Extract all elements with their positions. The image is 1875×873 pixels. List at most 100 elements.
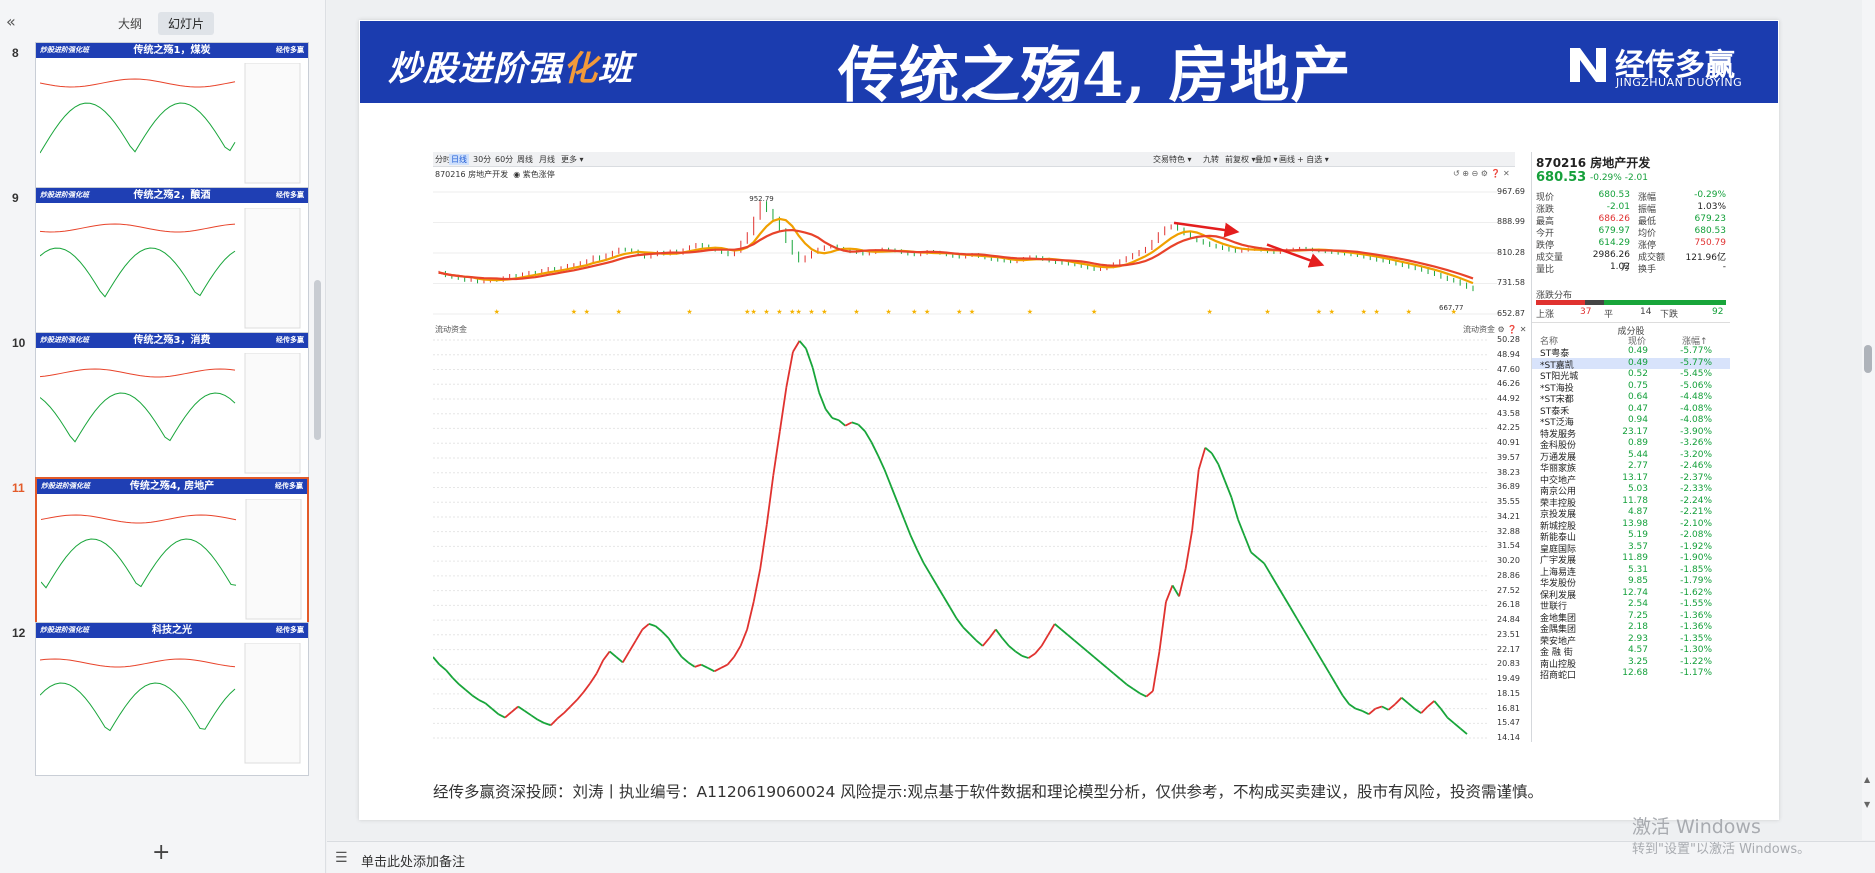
constituent-row[interactable]: 上海易连 5.31 -1.85% [1532, 565, 1730, 578]
slide-thumbnail[interactable]: 8 炒股进阶强化班 传统之殇1，煤炭 经传多赢 [0, 42, 316, 202]
constituent-row[interactable]: 金地集团 7.25 -1.36% [1532, 611, 1730, 624]
toolbar-item[interactable]: 画线 [1279, 155, 1295, 164]
slide-thumbnail-card[interactable]: 炒股进阶强化班 科技之光 经传多赢 [35, 622, 309, 776]
constituent-row[interactable]: ST粤泰 0.49 -5.77% [1532, 346, 1730, 359]
collapse-sidebar-icon[interactable]: « [6, 12, 16, 31]
toolbar-item[interactable]: 九转 [1203, 155, 1219, 164]
toolbar-item[interactable]: 月线 [539, 155, 555, 164]
quote-row: 跌停 614.29 涨停 750.79 [1532, 238, 1730, 251]
constituent-row[interactable]: ST泰禾 0.47 -4.08% [1532, 404, 1730, 417]
toolbar-item[interactable]: 分时 ▾ [435, 155, 458, 164]
constituent-row[interactable]: 中交地产 13.17 -2.37% [1532, 473, 1730, 486]
toolbar-item[interactable]: 日线 [449, 154, 469, 165]
slide-banner: 炒股进阶强化班 传统之殇4, 房地产 经传多赢 JINGZHUAN DUOYIN… [360, 21, 1778, 111]
constituent-row[interactable]: 招商蛇口 12.68 -1.17% [1532, 668, 1730, 681]
constituent-row[interactable]: 世联行 2.54 -1.55% [1532, 599, 1730, 612]
slide-thumbnail[interactable]: 9 炒股进阶强化班 传统之殇2，酿酒 经传多赢 [0, 187, 316, 347]
slide-thumbnail-card[interactable]: 炒股进阶强化班 传统之殇3，消费 经传多赢 [35, 332, 309, 486]
toolbar-item[interactable]: 30分 [473, 155, 492, 164]
col-pct[interactable]: 涨幅↑ [1682, 337, 1708, 347]
constituent-row[interactable]: 荣安地产 2.93 -1.35% [1532, 634, 1730, 647]
constituent-row[interactable]: 金隅集团 2.18 -1.36% [1532, 622, 1730, 635]
constituent-row[interactable]: ST阳光城 0.52 -5.45% [1532, 369, 1730, 382]
slide-sidebar: « 大纲 幻灯片 8 炒股进阶强化班 传统之殇1，煤炭 经传多赢 9 炒股进阶强化班 传统之… [0, 0, 326, 873]
constituent-row[interactable]: 特发服务 23.17 -3.90% [1532, 427, 1730, 440]
flow-segment [556, 712, 565, 720]
constituent-row[interactable]: 广宇发展 11.89 -1.90% [1532, 553, 1730, 566]
constituent-row[interactable]: 万通发展 5.44 -3.20% [1532, 450, 1730, 463]
toolbar-item[interactable]: 周线 [517, 155, 533, 164]
slide-thumbnail-card[interactable]: 炒股进阶强化班 传统之殇2，酿酒 经传多赢 [35, 187, 309, 341]
constituent-row[interactable]: 新城控股 13.98 -2.10% [1532, 519, 1730, 532]
flow-segment [1341, 694, 1350, 705]
current-slide[interactable]: 炒股进阶强化班 传统之殇4, 房地产 经传多赢 JINGZHUAN DUOYIN… [359, 20, 1779, 820]
thumbnail-chart-preview [40, 643, 301, 764]
slide-thumbnail-card[interactable]: 炒股进阶强化班 传统之殇4, 房地产 经传多赢 [35, 477, 309, 631]
flow-segment [458, 683, 467, 691]
thumbnail-price-line [40, 78, 236, 88]
notes-bar[interactable]: ☰ 单击此处添加备注 [327, 841, 1875, 873]
constituent-row[interactable]: 金 融 街 4.57 -1.30% [1532, 645, 1730, 658]
slide-thumbnail[interactable]: 12 炒股进阶强化班 科技之光 经传多赢 [0, 622, 316, 782]
toolbar-item[interactable]: 交易特色 ▾ [1153, 155, 1192, 164]
flow-segment [739, 629, 748, 647]
thumbnail-price-line [40, 223, 236, 233]
limit-up-toggle[interactable]: ◉ 紫色涨停 [513, 170, 555, 179]
constituent-row[interactable]: 荣丰控股 11.78 -2.24% [1532, 496, 1730, 509]
flow-chart-controls[interactable]: 流动资金 ⚙ ❓ ✕ [1463, 325, 1527, 334]
constituent-row[interactable]: 华丽家族 2.77 -2.46% [1532, 461, 1730, 474]
toolbar-item[interactable]: 更多 ▾ [561, 155, 584, 164]
flow-segment [968, 633, 977, 642]
flow-axis-tick: 28.86 [1497, 570, 1520, 580]
flow-segment [1387, 703, 1396, 711]
scrollbar-thumb[interactable] [1864, 345, 1872, 373]
constituent-row[interactable]: 保利发展 12.74 -1.62% [1532, 588, 1730, 601]
constituent-change: -1.36% [1680, 622, 1712, 632]
flow-segment [1381, 705, 1389, 711]
toolbar-item[interactable]: 前复权 ▾ [1225, 155, 1256, 164]
stock-chart-screenshot[interactable]: 分时 ▾ 日线 30分 60分 周线 月线 更多 ▾ 交易特色 ▾ 九转 前复权 ▾ 叠加 ▾ 画线 +… [433, 152, 1730, 742]
thumbnail-banner: 炒股进阶强化班 传统之殇4, 房地产 经传多赢 [37, 479, 307, 494]
constituent-row[interactable]: 金科股份 0.89 -3.26% [1532, 438, 1730, 451]
flow-segment [707, 667, 715, 673]
flow-axis-tick: 31.54 [1497, 541, 1520, 551]
slide-title[interactable]: 传统之殇4, 房地产 [838, 41, 1352, 111]
constituent-price: 0.89 [1627, 438, 1648, 448]
signal-star: ★ [853, 308, 859, 316]
notes-placeholder[interactable]: 单击此处添加备注 [361, 855, 466, 870]
constituent-row[interactable]: *ST嘉凯 0.49 -5.77% [1532, 357, 1730, 371]
flow-segment [1080, 645, 1089, 653]
toolbar-item[interactable]: 60分 [495, 155, 514, 164]
scroll-down-icon[interactable]: ▼ [1864, 800, 1871, 809]
add-slide-button[interactable]: + [152, 840, 171, 865]
constituent-price: 4.87 [1627, 507, 1648, 517]
editor-scrollbar[interactable]: ▲ ▼ [1862, 0, 1875, 840]
flow-segment [667, 637, 676, 649]
flow-segment [1309, 639, 1318, 652]
constituent-row[interactable]: 京投发展 4.87 -2.21% [1532, 507, 1730, 520]
sidebar-scrollbar[interactable] [314, 280, 321, 440]
tab-outline[interactable]: 大纲 [118, 17, 143, 31]
constituent-row[interactable]: 新能泰山 5.19 -2.08% [1532, 530, 1730, 543]
flow-segment [1276, 584, 1285, 597]
constituent-row[interactable]: *ST泛海 0.94 -4.08% [1532, 415, 1730, 428]
constituent-row[interactable]: 南京公用 5.03 -2.33% [1532, 484, 1730, 497]
toolbar-item[interactable]: + 自选 ▾ [1297, 155, 1329, 164]
constituent-row[interactable]: 南山控股 3.25 -1.22% [1532, 657, 1730, 670]
tab-slides[interactable]: 幻灯片 [158, 12, 215, 35]
slide-thumbnail[interactable]: 11 炒股进阶强化班 传统之殇4, 房地产 经传多赢 [0, 477, 316, 637]
constituent-row[interactable]: 皇庭国际 3.57 -1.92% [1532, 542, 1730, 555]
flow-segment [923, 562, 932, 575]
constituent-row[interactable]: *ST海投 0.75 -5.06% [1532, 381, 1730, 394]
col-name[interactable]: 名称 [1540, 337, 1559, 347]
flow-segment [582, 682, 591, 693]
chart-control-icons[interactable]: ↺ ⊕ ⊖ ⚙ ❓ ✕ [1453, 169, 1510, 178]
slide-thumbnail-card[interactable]: 炒股进阶强化班 传统之殇1，煤炭 经传多赢 [35, 42, 309, 196]
constituent-row[interactable]: 华发股份 9.85 -1.79% [1532, 576, 1730, 589]
col-price[interactable]: 现价 [1628, 337, 1647, 347]
toolbar-item[interactable]: 叠加 ▾ [1255, 155, 1278, 164]
flow-segment [1328, 673, 1337, 685]
constituent-row[interactable]: *ST宋都 0.64 -4.48% [1532, 392, 1730, 405]
scroll-up-icon[interactable]: ▲ [1864, 775, 1871, 784]
slide-thumbnail[interactable]: 10 炒股进阶强化班 传统之殇3，消费 经传多赢 [0, 332, 316, 492]
